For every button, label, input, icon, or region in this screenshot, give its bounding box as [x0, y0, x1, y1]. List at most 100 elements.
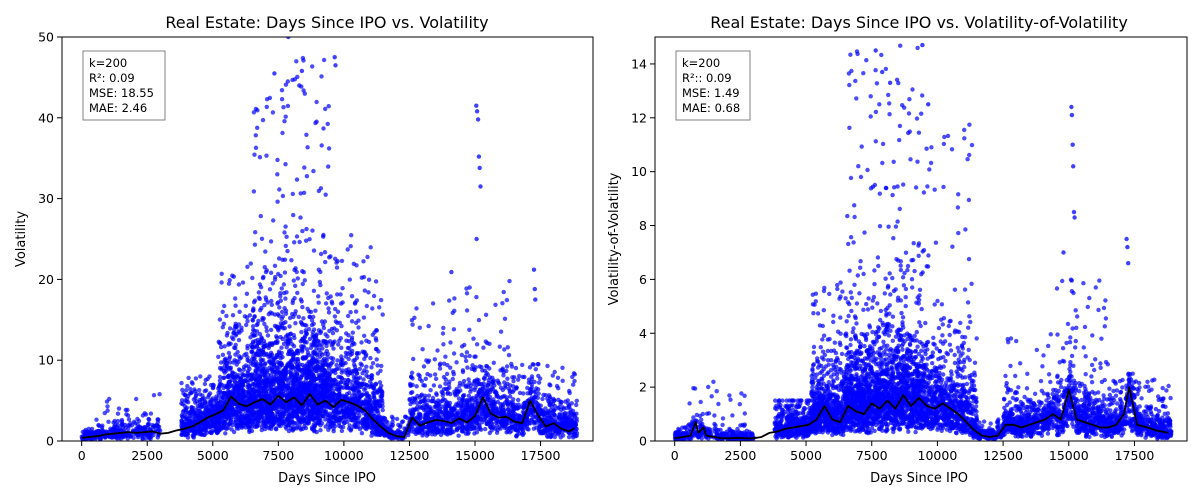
- scatter-point: [287, 324, 292, 329]
- scatter-point: [339, 354, 344, 359]
- scatter-point: [290, 298, 296, 303]
- scatter-point: [459, 352, 464, 358]
- scatter-point: [275, 172, 280, 177]
- scatter-point: [354, 377, 359, 382]
- scatter-point: [336, 366, 342, 371]
- scatter-point: [346, 414, 351, 419]
- scatter-point: [318, 350, 323, 356]
- scatter-point: [283, 224, 288, 229]
- scatter-point: [263, 402, 269, 407]
- scatter-point: [239, 399, 244, 404]
- scatter-point: [224, 365, 230, 370]
- scatter-point: [409, 399, 415, 404]
- scatter-point: [311, 168, 316, 174]
- scatter-point: [350, 330, 355, 335]
- scatter-point: [279, 309, 285, 315]
- scatter-point: [357, 366, 362, 372]
- scatter-point: [280, 314, 285, 319]
- scatter-point: [184, 388, 189, 393]
- scatter-point: [283, 371, 288, 377]
- scatter-point: [326, 306, 331, 311]
- scatter-point: [325, 334, 330, 339]
- scatter-point: [204, 420, 209, 425]
- scatter-point: [179, 380, 184, 386]
- scatter-point: [409, 370, 415, 375]
- scatter-point: [349, 294, 355, 299]
- scatter-point: [483, 426, 488, 432]
- scatter-point: [285, 416, 291, 421]
- scatter-point: [448, 340, 453, 345]
- scatter-point: [369, 430, 375, 435]
- scatter-point: [430, 301, 436, 306]
- scatter-point: [331, 346, 336, 351]
- scatter-point: [259, 424, 265, 430]
- scatter-point: [450, 376, 455, 382]
- scatter-point: [274, 365, 279, 370]
- scatter-point: [304, 323, 309, 328]
- scatter-point: [394, 416, 400, 422]
- scatter-point: [271, 218, 276, 223]
- scatter-point: [233, 411, 239, 416]
- scatter-point: [193, 376, 199, 381]
- scatter-point: [270, 110, 276, 115]
- scatter-point: [307, 371, 312, 377]
- scatter-point: [122, 422, 128, 428]
- scatter-point: [262, 373, 267, 378]
- scatter-point: [257, 155, 263, 160]
- scatter-point: [225, 385, 231, 390]
- scatter-point: [256, 290, 262, 295]
- scatter-point: [322, 319, 328, 324]
- scatter-point: [250, 359, 256, 365]
- scatter-point: [302, 165, 307, 170]
- scatter-point: [435, 411, 440, 416]
- scatter-point: [304, 406, 310, 411]
- scatter-point: [280, 411, 285, 416]
- scatter-point: [265, 300, 270, 305]
- scatter-point: [265, 409, 270, 414]
- scatter-point: [284, 409, 289, 414]
- scatter-point: [248, 261, 253, 266]
- scatter-point: [284, 290, 289, 295]
- scatter-point: [237, 416, 242, 421]
- scatter-point: [370, 332, 375, 337]
- scatter-point: [198, 415, 204, 420]
- scatter-point: [253, 230, 258, 235]
- scatter-point: [293, 309, 298, 314]
- scatter-point: [447, 430, 453, 436]
- scatter-point: [290, 342, 295, 347]
- scatter-point: [301, 344, 307, 349]
- scatter-point: [305, 415, 310, 421]
- scatter-point: [227, 410, 232, 415]
- scatter-point: [310, 413, 315, 418]
- scatter-point: [340, 300, 345, 305]
- scatter-point: [236, 367, 242, 372]
- scatter-point: [504, 364, 510, 369]
- scatter-point: [378, 297, 384, 303]
- scatter-point: [258, 308, 263, 313]
- scatter-point: [285, 79, 290, 84]
- scatter-point: [364, 373, 369, 378]
- scatter-point: [298, 425, 303, 431]
- scatter-point: [279, 385, 284, 391]
- scatter-point: [273, 426, 279, 431]
- scatter-point: [359, 431, 365, 436]
- scatter-point: [223, 356, 228, 361]
- scatter-point: [264, 104, 269, 110]
- scatter-point: [109, 435, 115, 440]
- scatter-point: [236, 282, 242, 287]
- scatter-point: [198, 374, 203, 379]
- scatter-point: [422, 397, 427, 403]
- scatter-point: [389, 422, 394, 427]
- scatter-point: [285, 248, 290, 254]
- scatter-point: [250, 388, 255, 393]
- scatter-point: [299, 299, 304, 304]
- scatter-point: [416, 429, 422, 434]
- scatter-point: [316, 421, 321, 426]
- scatter-point: [131, 435, 136, 440]
- scatter-point: [252, 242, 258, 247]
- scatter-point: [411, 356, 416, 362]
- scatter-point: [157, 392, 162, 397]
- scatter-point: [301, 316, 306, 321]
- scatter-point: [203, 399, 208, 404]
- scatter-point: [436, 429, 441, 435]
